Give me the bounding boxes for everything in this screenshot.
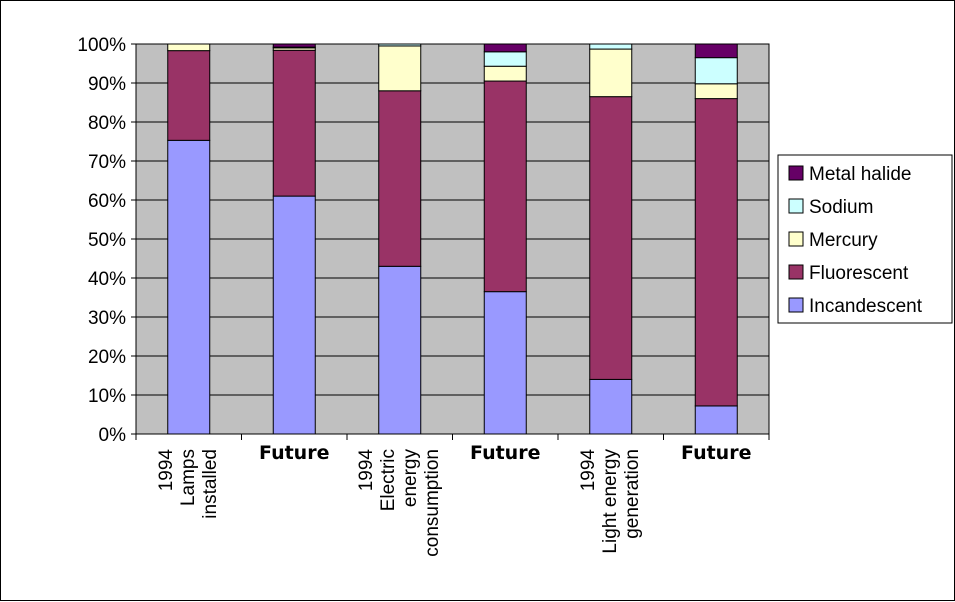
- bar-segment: [589, 48, 633, 98]
- bar-segment: [694, 98, 738, 407]
- legend-swatch: [788, 198, 804, 214]
- bar-segment: [167, 139, 211, 435]
- bar-segment: [483, 80, 527, 293]
- bar-segment: [694, 43, 738, 59]
- bar-segment: [694, 57, 738, 85]
- legend-label: Mercury: [809, 230, 878, 251]
- x-tick-label: 1994: [578, 449, 599, 492]
- x-tick-label: Electric: [378, 449, 399, 511]
- y-tick-label: 20%: [88, 347, 126, 368]
- y-tick-label: 70%: [88, 152, 126, 173]
- bar-segment: [483, 65, 527, 82]
- x-tick-label: Future: [259, 442, 329, 464]
- legend-label: Incandescent: [809, 296, 923, 317]
- x-tick-label: Lamps: [178, 449, 199, 506]
- bar-segment: [694, 405, 738, 435]
- bar-segment: [483, 43, 527, 53]
- legend-swatch: [788, 231, 804, 247]
- x-tick-label: energy: [400, 449, 421, 508]
- bar-segment: [167, 50, 211, 141]
- bar-segment: [378, 265, 422, 435]
- y-tick-label: 50%: [88, 230, 126, 251]
- bar-segment: [589, 378, 633, 435]
- legend-label: Fluorescent: [809, 263, 909, 284]
- legend-swatch: [788, 165, 804, 181]
- bar-segment: [589, 96, 633, 380]
- y-tick-label: 90%: [88, 74, 126, 95]
- bar-segment: [378, 45, 422, 92]
- y-tick-label: 0%: [99, 425, 127, 446]
- x-tick-label: 1994: [156, 449, 177, 492]
- y-tick-label: 10%: [88, 386, 126, 407]
- bar-segment: [378, 90, 422, 267]
- legend: Metal halide Sodium Mercury Fluorescent Inca…: [777, 154, 953, 324]
- x-tick-label: generation: [622, 449, 643, 539]
- legend-label: Metal halide: [809, 164, 911, 185]
- y-tick-label: 60%: [88, 191, 126, 212]
- legend-swatch: [788, 264, 804, 280]
- bar-segment: [378, 43, 422, 47]
- x-tick-label: consumption: [422, 449, 443, 557]
- bar-segment: [694, 83, 738, 100]
- x-tick-label: Light energy: [600, 449, 621, 554]
- y-tick-label: 40%: [88, 269, 126, 290]
- bar-segment: [483, 51, 527, 67]
- bar-segment: [272, 195, 316, 435]
- y-axis: 0% 10% 20% 30% 40% 50% 60% 70% 80% 90% 100%: [77, 35, 136, 446]
- y-tick-label: 80%: [88, 113, 126, 134]
- bar-segment: [589, 43, 633, 50]
- bar-segment: [272, 49, 316, 197]
- legend-swatch: [788, 297, 804, 313]
- x-tick-label: installed: [200, 449, 221, 519]
- y-tick-label: 100%: [77, 35, 126, 56]
- x-tick-label: 1994: [356, 449, 377, 492]
- bars: [167, 43, 738, 435]
- x-axis: 1994 Lamps installed Future 1994 Electric ener…: [135, 433, 770, 557]
- x-tick-label: Future: [681, 442, 751, 464]
- legend-label: Sodium: [809, 197, 873, 218]
- bar-segment: [167, 43, 211, 52]
- bar-segment: [483, 291, 527, 435]
- legend-box: [777, 154, 953, 324]
- bar-segment: [272, 43, 316, 48]
- gridlines: [136, 82, 769, 396]
- x-tick-label: Future: [470, 442, 540, 464]
- y-tick-label: 30%: [88, 308, 126, 329]
